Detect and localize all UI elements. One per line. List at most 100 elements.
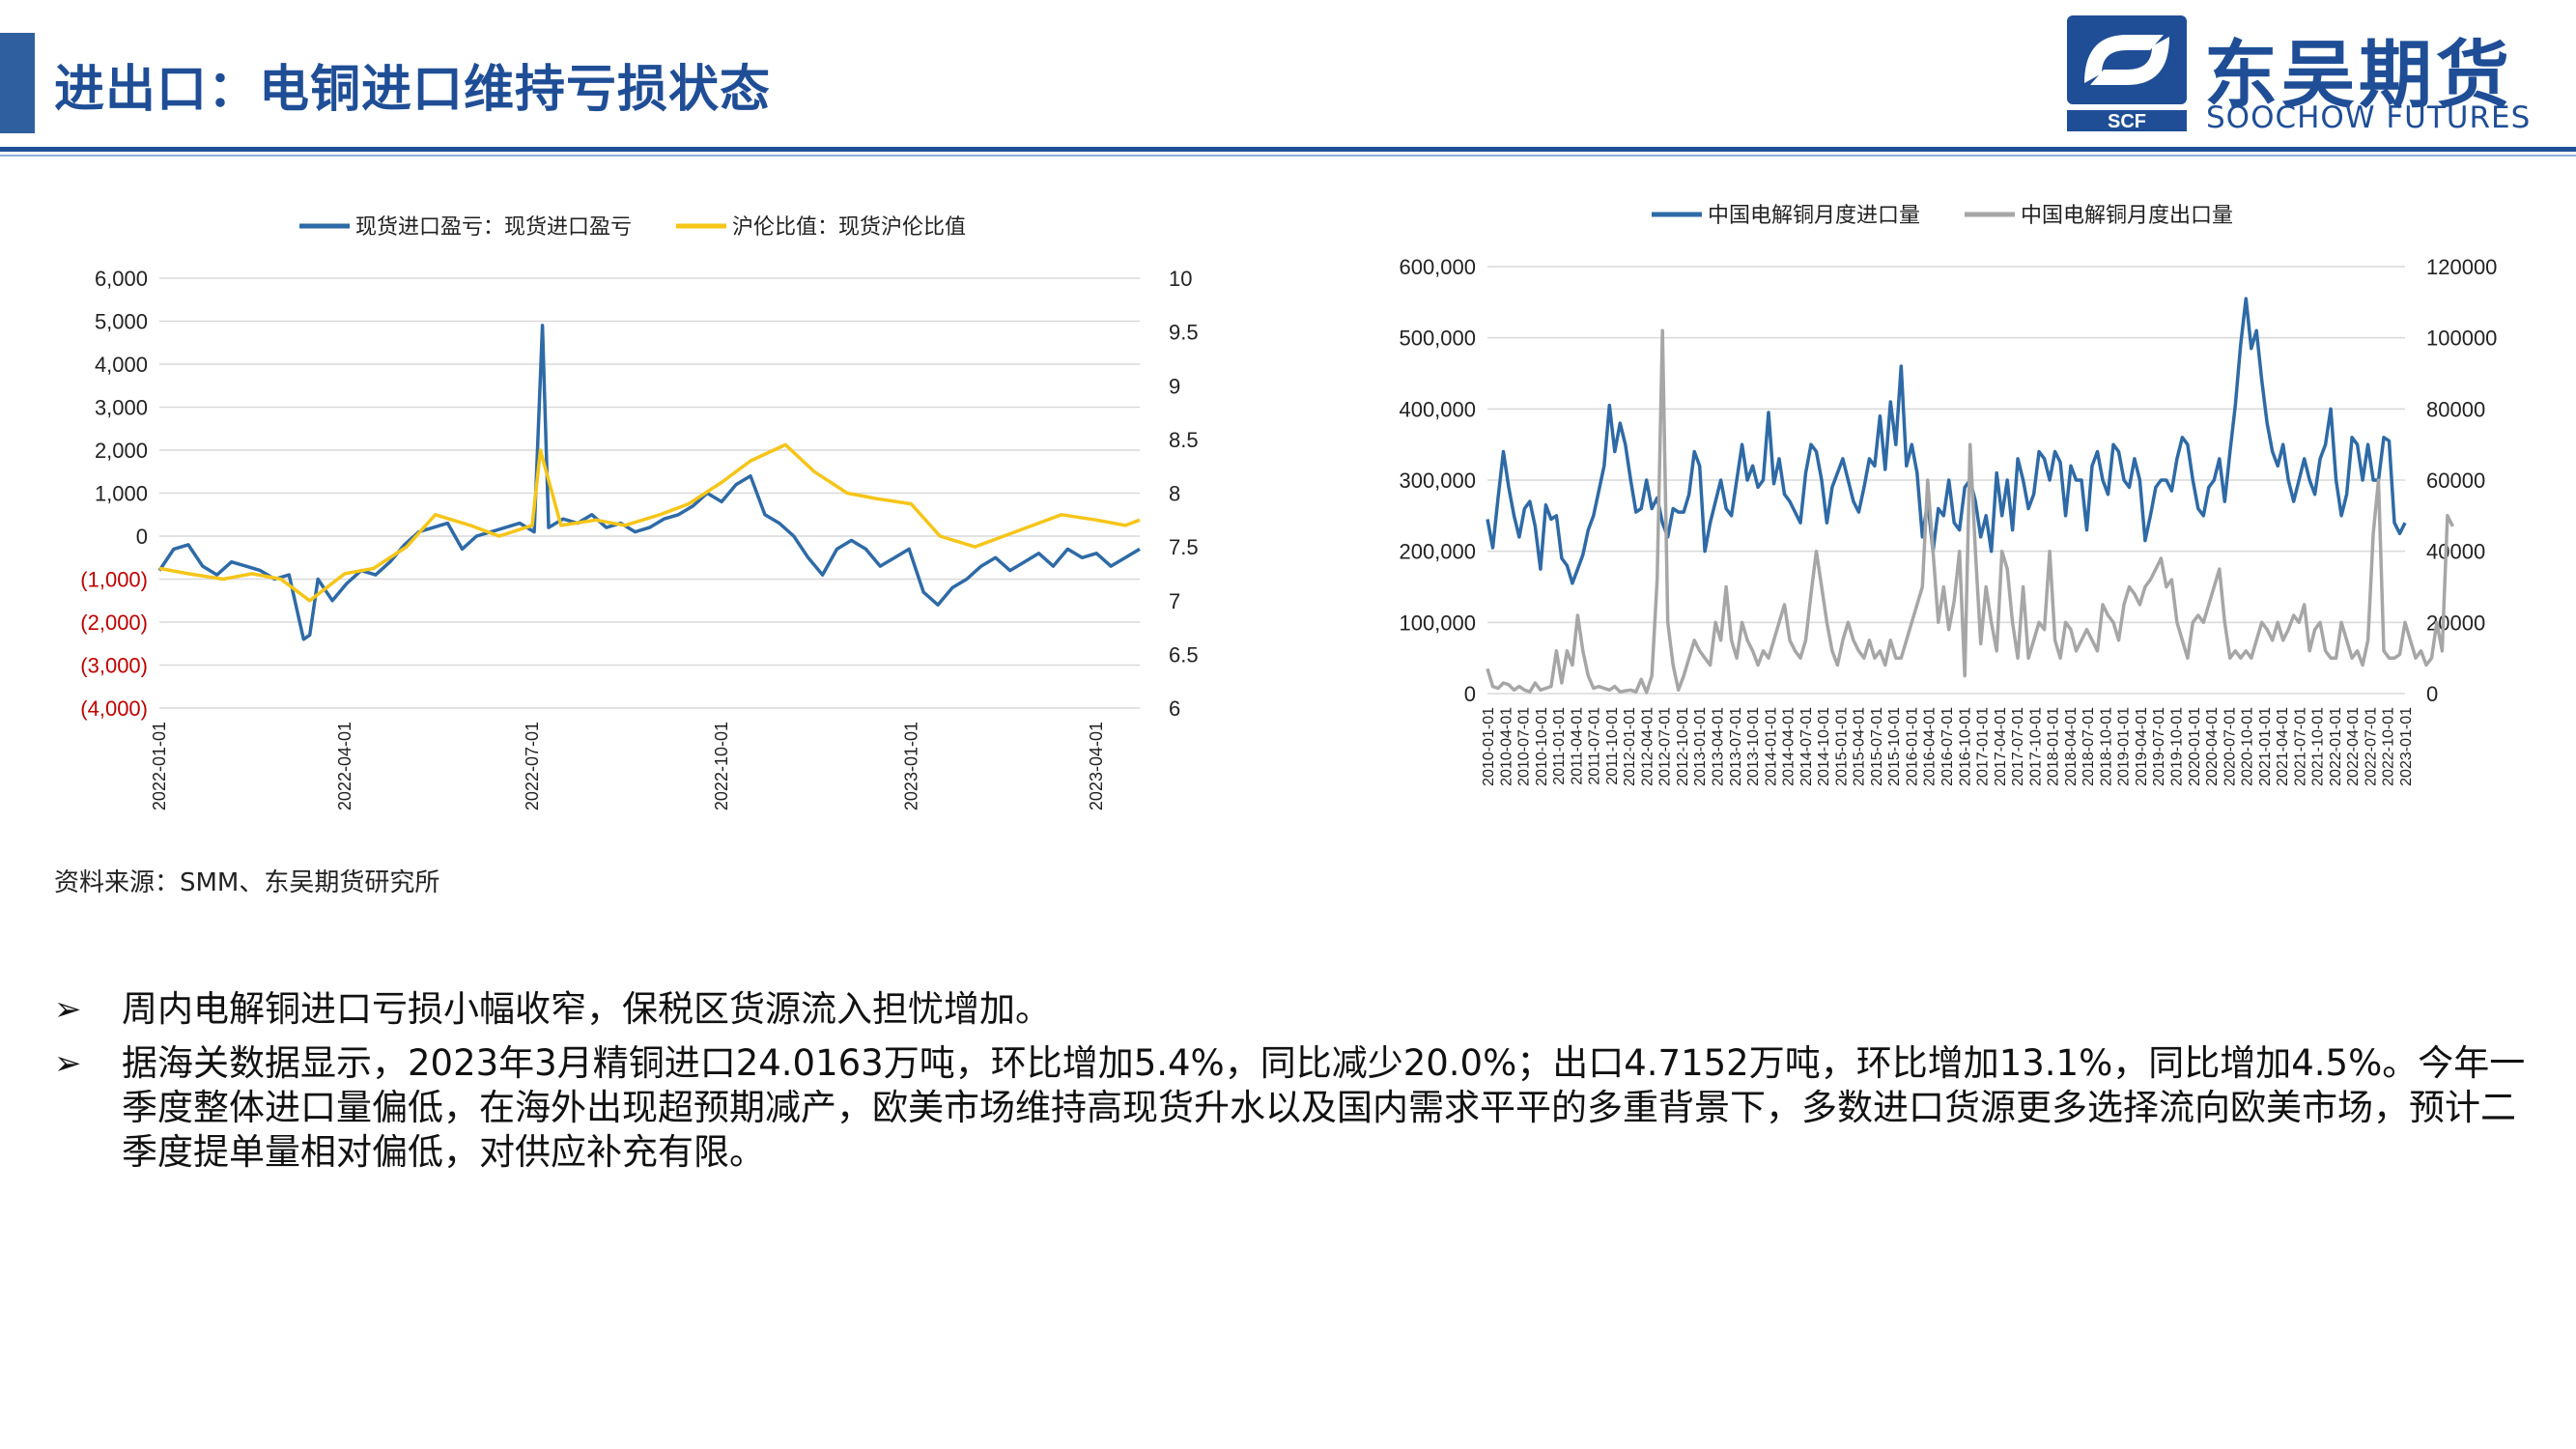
title-accent-bar [0,33,35,133]
series-line [1486,297,2407,585]
left-axis-tick-label: (1,000) [80,568,148,592]
x-axis-tick-label: 2011-04-01 [1569,707,1585,785]
left-axis-tick-label: 0 [1464,682,1476,706]
x-axis-tick-label: 2011-10-01 [1604,707,1621,785]
right-axis-tick-label: 7 [1169,589,1180,613]
left-axis-tick-label: 1,000 [95,482,148,506]
x-axis-tick-label: 2022-01-01 [150,722,169,810]
legend-label: 中国电解铜月度进口量 [1708,203,1920,227]
right-axis-tick-label: 8 [1169,482,1180,506]
x-axis-tick-label: 2023-04-01 [1087,722,1106,810]
x-axis-tick-label: 2010-10-01 [1534,707,1550,786]
right-axis-tick-label: 40000 [2426,540,2485,564]
x-axis-tick-label: 2017-04-01 [1993,707,2009,786]
bullet-item: ➢ 据海关数据显示，2023年3月精铜进口24.0163万吨，环比增加5.4%，… [54,1041,2527,1175]
x-axis-tick-label: 2016-07-01 [1939,707,1956,786]
x-axis-tick-label: 2017-10-01 [2027,707,2044,786]
x-axis-tick-label: 2018-07-01 [2081,707,2097,786]
x-axis-tick-label: 2021-04-01 [2275,707,2291,786]
x-axis-tick-label: 2010-07-01 [1516,707,1533,786]
scf-logo-icon: SCF [2067,15,2187,131]
import-profit-chart: 6,000 5,000 4,000 3,000 2,000 1,000 0 (1,000) (2… [80,214,1198,810]
x-axis-tick-label: 2010-01-01 [1481,707,1497,786]
right-axis-tick-label: 100000 [2426,327,2497,351]
x-axis-tick-label: 2019-10-01 [2169,707,2186,786]
x-axis-tick-label: 2017-07-01 [2010,707,2026,786]
commentary: ➢ 周内电解铜进口亏损小幅收窄，保税区货源流入担忧增加。 ➢ 据海关数据显示，2… [54,987,2527,1184]
right-axis-tick-label: 0 [2426,682,2438,706]
x-axis-tick-label: 2013-07-01 [1728,707,1744,786]
x-axis-tick-label: 2020-04-01 [2204,707,2221,786]
right-axis-tick-label: 10 [1169,267,1192,291]
x-axis-tick-label: 2022-04-01 [2345,707,2362,786]
x-axis-tick-label: 2021-01-01 [2257,707,2274,786]
x-axis-tick-label: 2022-07-01 [2363,707,2379,786]
x-axis-tick-label: 2017-01-01 [1975,707,1992,786]
company-logo: SCF 东吴期货 SOOCHOW FUTURES [2067,15,2550,135]
arrow-bullet-icon: ➢ [54,990,82,1029]
right-axis-tick-label: 9.5 [1169,321,1198,345]
x-axis-tick-label: 2018-10-01 [2098,707,2114,786]
import-export-volume-chart: 600,000 500,000 400,000 300,000 200,000 100,0… [1399,203,2497,786]
legend-label: 现货进口盈亏：现货进口盈亏 [355,214,632,239]
x-axis-tick-label: 2019-01-01 [2116,707,2133,786]
right-axis-tick-label: 60000 [2426,469,2485,493]
left-axis-tick-label: 600,000 [1399,255,1476,279]
page-title: 进出口：电铜进口维持亏损状态 [54,61,772,119]
x-axis-tick-label: 2021-10-01 [2310,707,2327,786]
x-axis-tick-label: 2011-01-01 [1551,707,1568,785]
bullet-item: ➢ 周内电解铜进口亏损小幅收窄，保税区货源流入担忧增加。 [54,987,2527,1032]
x-axis-tick-label: 2013-10-01 [1745,707,1762,786]
left-axis-tick-label: 3,000 [95,396,148,420]
left-axis-tick-label: 300,000 [1399,469,1476,493]
header-rule-thin [0,155,2576,156]
x-axis-tick-label: 2012-07-01 [1657,707,1674,786]
right-axis-tick-label: 6.5 [1169,642,1198,667]
legend-label: 中国电解铜月度出口量 [2021,203,2233,227]
x-axis-tick-label: 2019-07-01 [2151,707,2167,786]
x-axis-tick-label: 2014-04-01 [1781,707,1798,786]
x-axis-tick-label: 2020-10-01 [2240,707,2256,786]
x-axis-tick-label: 2013-04-01 [1711,707,1727,786]
x-axis-tick-label: 2012-10-01 [1675,707,1691,786]
x-axis-tick-label: 2018-01-01 [2046,707,2062,786]
x-axis-tick-label: 2014-01-01 [1763,707,1779,786]
x-axis-tick-label: 2018-04-01 [2063,707,2080,786]
left-axis-tick-label: 400,000 [1399,397,1476,421]
header-rule [0,147,2576,152]
x-axis-tick-label: 2021-07-01 [2292,707,2308,786]
series-line [158,442,1141,603]
x-axis-tick-label: 2022-10-01 [712,722,731,810]
bullet-text: 据海关数据显示，2023年3月精铜进口24.0163万吨，环比增加5.4%，同比… [122,1042,2526,1173]
x-axis-tick-label: 2020-07-01 [2222,707,2238,786]
x-axis-tick-label: 2015-10-01 [1886,707,1903,786]
right-axis-tick-label: 7.5 [1169,535,1198,559]
x-axis-tick-label: 2010-04-01 [1498,707,1514,786]
left-axis-tick-label: 6,000 [95,267,148,291]
right-axis-tick-label: 80000 [2426,397,2485,421]
legend-label: 沪伦比值：现货沪伦比值 [732,214,966,239]
left-axis-tick-label: 200,000 [1399,540,1476,564]
left-axis-tick-label: 5,000 [95,310,148,334]
x-axis-tick-label: 2015-07-01 [1869,707,1885,786]
x-axis-tick-label: 2015-01-01 [1833,707,1850,786]
series-line [1486,328,2454,695]
x-axis-tick-label: 2023-01-01 [901,722,920,810]
right-axis-tick-label: 6 [1169,696,1180,721]
x-axis-tick-label: 2020-01-01 [2187,707,2203,786]
left-axis-tick-label: 2,000 [95,439,148,463]
left-axis-tick-label: (2,000) [80,611,148,635]
x-axis-tick-label: 2011-07-01 [1587,707,1603,785]
data-source: 资料来源：SMM、东吴期货研究所 [54,868,440,897]
left-axis-tick-label: (3,000) [80,654,148,678]
bullet-text: 周内电解铜进口亏损小幅收窄，保税区货源流入担忧增加。 [122,988,1051,1030]
left-axis-tick-label: 500,000 [1399,327,1476,351]
x-axis-tick-label: 2023-01-01 [2398,707,2415,786]
x-axis-tick-label: 2022-07-01 [523,722,542,810]
x-axis-tick-label: 2019-04-01 [2134,707,2150,786]
x-axis-tick-label: 2015-04-01 [1852,707,1868,786]
arrow-bullet-icon: ➢ [54,1044,82,1083]
right-axis-tick-label: 8.5 [1169,428,1198,452]
right-axis-tick-label: 9 [1169,374,1180,398]
x-axis-tick-label: 2022-10-01 [2381,707,2397,786]
